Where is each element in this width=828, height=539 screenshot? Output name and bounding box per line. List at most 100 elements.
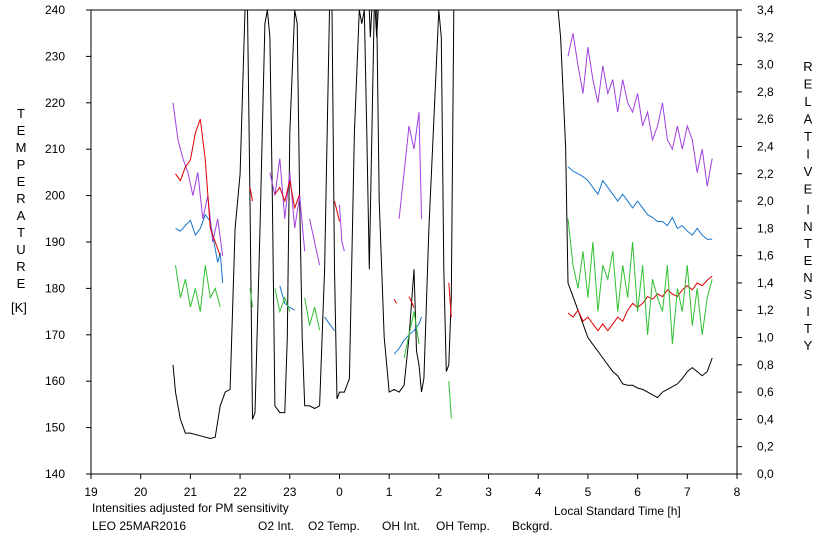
right-tick-label: 2,2 [757, 167, 774, 181]
x-axis-title: Local Standard Time [h] [554, 504, 681, 518]
left-axis-title-letter: E [17, 276, 26, 291]
left-axis-unit: [K] [11, 300, 27, 315]
series-oh-temp-line [403, 311, 420, 359]
right-axis-title-letter: A [804, 112, 813, 127]
x-tick-label: 7 [684, 485, 691, 499]
axis-ticks [86, 9, 742, 479]
right-tick-label: 0,4 [757, 412, 774, 426]
right-axis-title-letter: N [803, 270, 812, 285]
right-tick-label: 0,2 [757, 440, 774, 454]
right-axis-title-letter: R [803, 59, 812, 74]
right-axis-title-letter: S [804, 287, 813, 302]
left-tick-label: 190 [45, 235, 65, 249]
left-tick-label: 220 [45, 96, 65, 110]
series-o2-int-line [567, 166, 713, 240]
series-oh-int-line [274, 180, 301, 210]
x-tick-label: 3 [485, 485, 492, 499]
left-tick-label: 170 [45, 328, 65, 342]
left-axis-tick-labels: 140 150 160 170 180 190 200 210 220 230 240 [45, 3, 65, 481]
right-axis-title-letter: L [804, 94, 811, 109]
series-bckgrd-line [557, 10, 713, 399]
right-axis-title-letter: E [804, 253, 813, 268]
x-tick-label: 0 [336, 485, 343, 499]
right-tick-label: 0,0 [757, 467, 774, 481]
series-layer [172, 10, 713, 440]
legend: O2 Int. O2 Temp. OH Int. OH Temp. Bckgrd. [258, 519, 553, 533]
left-tick-label: 240 [45, 3, 65, 17]
series-oh-temp-line [274, 288, 291, 314]
legend-o2-temp: O2 Temp. [308, 519, 360, 533]
left-axis-title-letter: R [16, 191, 25, 206]
right-axis-title-letter: I [806, 147, 810, 162]
x-tick-label: 23 [283, 485, 297, 499]
right-tick-label: 1,6 [757, 249, 774, 263]
series-oh-int-line [448, 282, 452, 318]
left-axis-title-letter: P [17, 157, 26, 172]
left-tick-label: 150 [45, 421, 65, 435]
series-o2-temp-line [339, 204, 345, 252]
series-bckgrd-line [358, 10, 365, 24]
right-tick-label: 2,0 [757, 194, 774, 208]
series-o2-temp-line [398, 112, 422, 219]
left-axis-title-letter: M [16, 140, 27, 155]
left-tick-label: 140 [45, 467, 65, 481]
right-tick-label: 3,4 [757, 3, 774, 17]
x-tick-label: 1 [386, 485, 393, 499]
right-axis-title-letter: T [804, 129, 812, 144]
x-tick-label: 4 [535, 485, 542, 499]
left-tick-label: 210 [45, 142, 65, 156]
series-oh-int-line [408, 296, 415, 308]
series-oh-temp-line [304, 297, 321, 331]
series-o2-temp-line [309, 218, 321, 266]
left-tick-label: 200 [45, 189, 65, 203]
left-tick-label: 230 [45, 49, 65, 63]
series-o2-temp-line [172, 102, 224, 256]
right-axis-tick-labels: 0,0 0,2 0,4 0,6 0,8 1,0 1,2 1,4 1,6 1,8 2,0 2,2 2,4 2… [757, 3, 774, 481]
right-axis-title-letter: T [804, 236, 812, 251]
right-tick-label: 2,6 [757, 112, 774, 126]
right-tick-label: 0,8 [757, 358, 774, 372]
series-o2-int-line [175, 213, 224, 283]
legend-oh-int: OH Int. [382, 519, 420, 533]
series-oh-int-line [567, 275, 713, 332]
series-oh-temp-line [175, 265, 221, 312]
right-tick-label: 1,2 [757, 303, 774, 317]
plot-frame [90, 9, 738, 475]
series-oh-temp-line [249, 288, 253, 308]
x-tick-label: 20 [134, 485, 148, 499]
right-tick-label: 1,4 [757, 276, 774, 290]
station-label: LEO 25MAR2016 [92, 519, 186, 533]
left-axis-title-letter: T [17, 106, 25, 121]
right-tick-label: 2,4 [757, 139, 774, 153]
series-bckgrd-line [374, 10, 379, 38]
x-tick-label: 6 [634, 485, 641, 499]
series-oh-int-line [393, 299, 398, 304]
right-tick-label: 0,6 [757, 385, 774, 399]
legend-o2-int: O2 Int. [258, 519, 294, 533]
series-o2-temp-line [567, 33, 713, 187]
left-axis-title-letter: A [17, 208, 26, 223]
left-tick-label: 160 [45, 374, 65, 388]
right-axis-title-letter: I [806, 304, 810, 319]
legend-bckgrd: Bckgrd. [512, 519, 553, 533]
left-axis-title-letter: T [17, 225, 25, 240]
x-tick-label: 2 [436, 485, 443, 499]
legend-oh-temp: OH Temp. [436, 519, 490, 533]
right-tick-label: 1,0 [757, 331, 774, 345]
series-bckgrd-line [368, 10, 373, 38]
right-axis-title-letter: E [804, 182, 813, 197]
left-tick-label: 180 [45, 281, 65, 295]
left-axis-title-letter: U [16, 242, 25, 257]
right-axis-title-letter: V [804, 164, 813, 179]
right-axis-title-letter: I [806, 202, 810, 217]
right-axis-title-letter: T [804, 321, 812, 336]
sensitivity-note: Intensities adjusted for PM sensitivity [92, 501, 289, 515]
series-oh-temp-line [448, 381, 452, 419]
right-tick-label: 2,8 [757, 85, 774, 99]
series-oh-int-line [175, 119, 221, 256]
right-axis-title-letter: N [803, 219, 812, 234]
left-axis-title-letter: E [17, 123, 26, 138]
series-oh-temp-line [567, 218, 713, 345]
